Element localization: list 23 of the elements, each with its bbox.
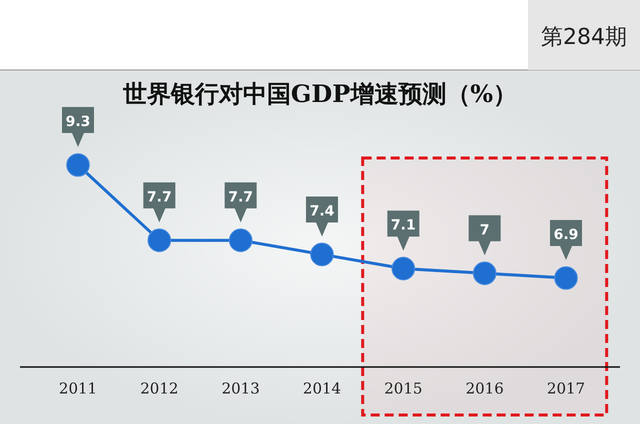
data-label: 7.7	[228, 189, 254, 206]
x-tick-label: 2017	[546, 380, 586, 398]
data-label: 7.1	[390, 218, 416, 234]
x-tick-label: 2012	[140, 380, 178, 398]
x-tick-label: 2013	[222, 380, 260, 398]
text: 第284期	[541, 25, 627, 50]
x-tick-label: 2011	[58, 380, 98, 398]
point	[392, 256, 416, 280]
x-tick-label: 2016	[466, 380, 504, 398]
point	[310, 242, 334, 266]
data-label: 7.7	[146, 189, 172, 206]
x-tick-label: 2014	[302, 380, 342, 398]
point	[148, 228, 172, 252]
point	[66, 153, 90, 177]
data-label: 7	[480, 222, 490, 238]
chart-title: 世界银行对中国GDP增速预测（%）	[122, 79, 518, 108]
x-tick-label: 2015	[384, 380, 422, 398]
point	[228, 228, 252, 252]
point	[554, 266, 578, 290]
point	[472, 262, 496, 286]
data-label: 9.3	[66, 114, 90, 130]
data-label: 7.4	[310, 203, 335, 220]
data-label: 6.9	[554, 227, 578, 243]
